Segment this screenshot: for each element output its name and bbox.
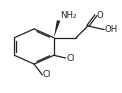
Text: Cl: Cl <box>66 53 75 62</box>
Polygon shape <box>54 20 60 38</box>
Text: O: O <box>97 11 103 20</box>
Text: OH: OH <box>105 25 118 34</box>
Text: NH₂: NH₂ <box>60 11 76 20</box>
Text: Cl: Cl <box>43 70 51 79</box>
